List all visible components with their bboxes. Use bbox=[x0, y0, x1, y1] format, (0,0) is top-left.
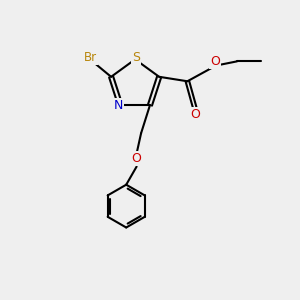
Text: N: N bbox=[114, 99, 124, 112]
Text: O: O bbox=[190, 108, 200, 121]
Text: O: O bbox=[132, 152, 142, 165]
Text: Br: Br bbox=[84, 51, 97, 64]
Text: S: S bbox=[132, 51, 140, 64]
Text: O: O bbox=[210, 56, 220, 68]
